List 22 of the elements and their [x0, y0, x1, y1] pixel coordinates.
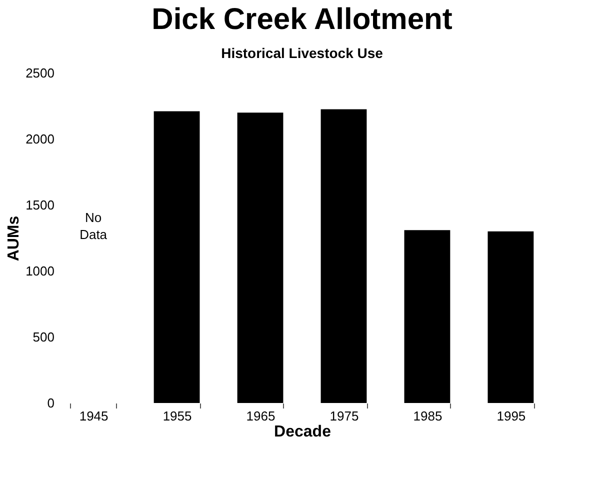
y-tick-label: 1500 [26, 198, 54, 212]
chart-title: Dick Creek Allotment [152, 3, 452, 36]
x-axis-title: Decade [274, 424, 332, 440]
bar [154, 111, 200, 403]
bar [320, 109, 367, 403]
x-tick-label: 1975 [330, 408, 359, 424]
y-tick-label: 1000 [26, 264, 54, 278]
x-tick-label: 1955 [162, 408, 192, 424]
x-tick-label: 1985 [413, 408, 442, 424]
bar [237, 112, 284, 403]
annotation: No Data [80, 210, 108, 242]
y-tick-label: 0 [47, 396, 54, 410]
chart-subtitle: Historical Livestock Use [221, 45, 384, 61]
bar [404, 230, 450, 403]
y-tick-label: 2500 [26, 66, 54, 80]
y-axis-title: AUMs [6, 216, 23, 262]
y-tick-label: 500 [32, 330, 54, 344]
y-tick-label: 2000 [26, 132, 54, 146]
x-tick-label: 1945 [79, 408, 108, 424]
x-tick-label: 1995 [496, 408, 526, 424]
bar [488, 231, 534, 403]
x-tick-label: 1965 [246, 408, 276, 424]
